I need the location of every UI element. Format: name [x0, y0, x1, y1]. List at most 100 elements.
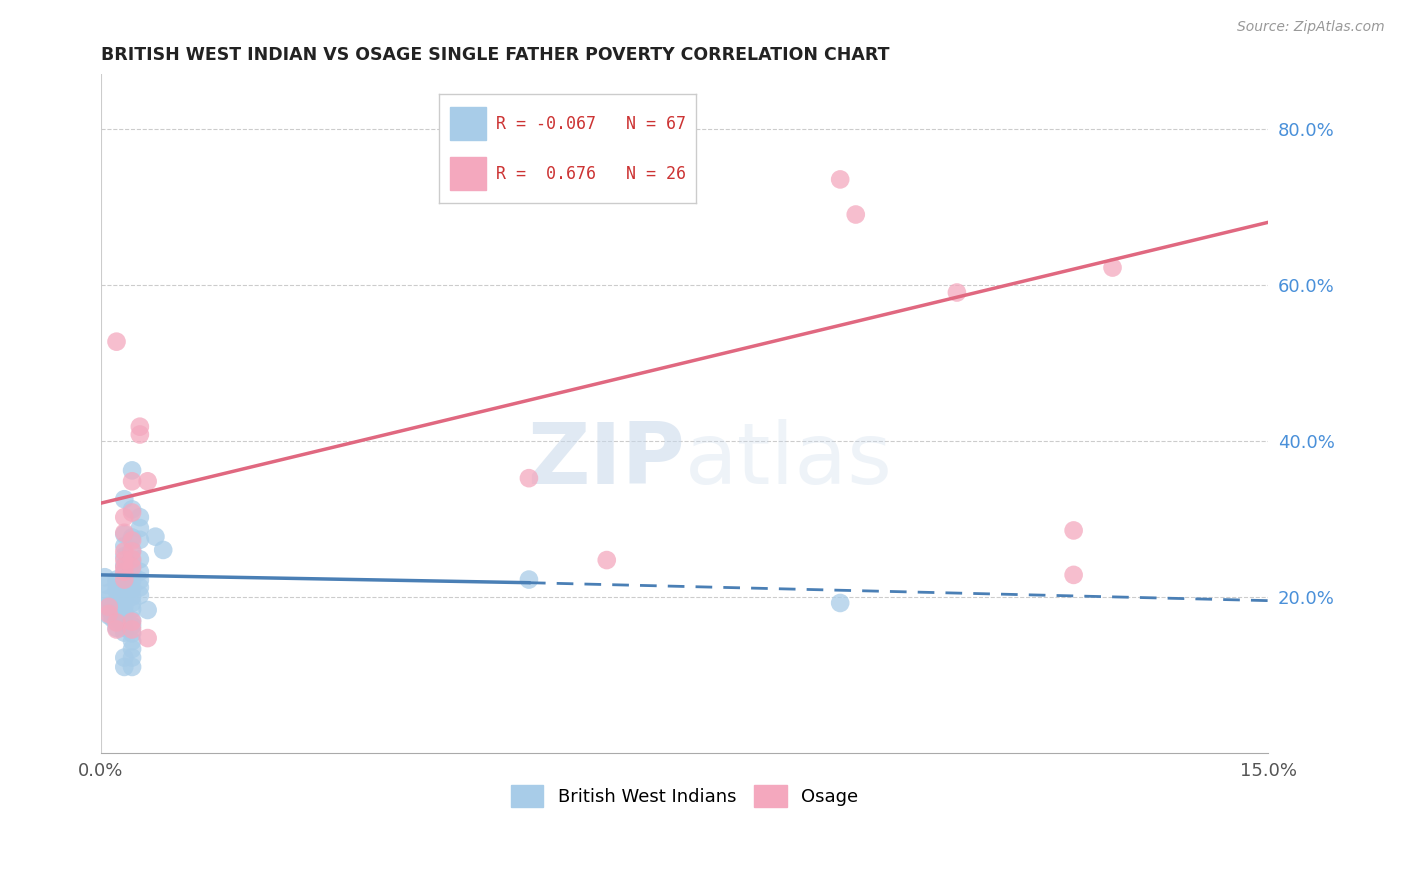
Point	[128, 510, 150, 524]
Point	[112, 593, 135, 607]
Point	[136, 631, 159, 645]
Legend: British West Indians, Osage: British West Indians, Osage	[503, 777, 866, 814]
Point	[121, 502, 143, 516]
Point	[128, 533, 150, 547]
Point	[97, 607, 120, 621]
Point	[121, 463, 143, 477]
Point	[94, 570, 117, 584]
Point	[136, 475, 159, 489]
Point	[596, 553, 619, 567]
Point	[112, 553, 135, 567]
Point	[136, 603, 159, 617]
Point	[112, 560, 135, 574]
Point	[121, 623, 143, 637]
Point	[112, 588, 135, 602]
Point	[128, 521, 150, 535]
Text: BRITISH WEST INDIAN VS OSAGE SINGLE FATHER POVERTY CORRELATION CHART: BRITISH WEST INDIAN VS OSAGE SINGLE FATH…	[101, 46, 890, 64]
Point	[121, 642, 143, 657]
Point	[845, 207, 868, 221]
Point	[121, 543, 143, 558]
Point	[110, 600, 132, 615]
Point	[121, 555, 143, 569]
Point	[121, 626, 143, 640]
Point	[128, 574, 150, 588]
Point	[830, 596, 852, 610]
Point	[121, 582, 143, 596]
Point	[1063, 568, 1085, 582]
Point	[121, 544, 143, 558]
Point	[112, 525, 135, 540]
Point	[97, 608, 120, 623]
Point	[112, 566, 135, 581]
Point	[121, 615, 143, 629]
Point	[112, 660, 135, 674]
Point	[121, 650, 143, 665]
Text: ZIP: ZIP	[527, 419, 685, 502]
Point	[105, 577, 128, 591]
Point	[105, 623, 128, 637]
Point	[128, 580, 150, 594]
Point	[128, 552, 150, 566]
Point	[121, 613, 143, 627]
Point	[121, 590, 143, 604]
Point	[112, 625, 135, 640]
Point	[1063, 524, 1085, 538]
Point	[112, 573, 135, 587]
Text: Source: ZipAtlas.com: Source: ZipAtlas.com	[1237, 20, 1385, 34]
Point	[97, 599, 120, 613]
Point	[112, 539, 135, 553]
Point	[121, 602, 143, 616]
Point	[105, 583, 128, 598]
Point	[830, 172, 852, 186]
Point	[112, 527, 135, 541]
Text: atlas: atlas	[685, 419, 893, 502]
Point	[105, 615, 128, 629]
Point	[121, 506, 143, 520]
Point	[145, 530, 167, 544]
Point	[105, 334, 128, 349]
Point	[121, 596, 143, 610]
Point	[101, 611, 124, 625]
Point	[112, 599, 135, 614]
Point	[121, 660, 143, 674]
Point	[112, 558, 135, 573]
Point	[121, 533, 143, 548]
Point	[97, 599, 120, 614]
Point	[112, 621, 135, 635]
Point	[112, 615, 135, 629]
Point	[112, 549, 135, 564]
Point	[128, 565, 150, 579]
Point	[121, 475, 143, 489]
Point	[128, 427, 150, 442]
Point	[128, 419, 150, 434]
Point	[128, 588, 150, 602]
Point	[110, 615, 132, 630]
Point	[112, 565, 135, 579]
Point	[112, 544, 135, 558]
Point	[112, 492, 135, 507]
Point	[121, 574, 143, 588]
Point	[152, 543, 174, 558]
Point	[112, 573, 135, 587]
Point	[946, 285, 969, 300]
Point	[112, 650, 135, 665]
Point	[121, 634, 143, 648]
Point	[105, 615, 128, 630]
Point	[121, 552, 143, 566]
Point	[117, 579, 139, 593]
Point	[121, 618, 143, 632]
Point	[97, 592, 120, 607]
Point	[121, 531, 143, 545]
Point	[96, 578, 118, 592]
Point	[517, 573, 540, 587]
Point	[105, 573, 128, 587]
Point	[105, 608, 128, 623]
Point	[112, 610, 135, 624]
Point	[121, 560, 143, 574]
Point	[110, 590, 132, 604]
Point	[105, 595, 128, 609]
Point	[121, 565, 143, 579]
Point	[97, 586, 120, 600]
Point	[98, 604, 121, 618]
Point	[112, 605, 135, 619]
